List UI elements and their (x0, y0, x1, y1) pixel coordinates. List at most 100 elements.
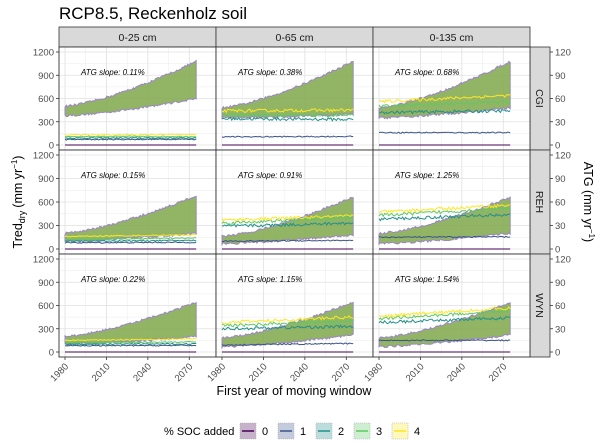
tred-line-soc-3 (378, 99, 511, 108)
x-tick-label: 2040 (131, 361, 154, 384)
atg-band (378, 302, 511, 349)
y-tick-label-right: 30 (555, 221, 566, 232)
y-axis-title-left-main: Tred (11, 223, 25, 248)
panel-grid: 0-25 cm 0-65 cm 0-135 cm CGI REH WYN ATG slope… (58, 26, 551, 358)
tred-line-soc-4 (64, 337, 197, 342)
legend-label: 0 (262, 426, 268, 438)
tred-line-soc-1 (64, 138, 197, 141)
tred-line-soc-2 (378, 213, 511, 222)
tred-line-soc-1 (64, 344, 197, 347)
legend-item-4: 4 (391, 422, 420, 440)
y-tick-label-left: 600 (38, 94, 54, 105)
facet-strip-label: 0-65 cm (276, 32, 314, 44)
y-tick-label-right: 30 (555, 324, 566, 335)
y-tick-label-left: 300 (38, 324, 54, 335)
y-tick-label-left: 0 (49, 141, 54, 152)
y-tick-label-left: 0 (49, 245, 54, 256)
y-tick-label-left: 300 (38, 117, 54, 128)
y-axis-title-right: ATG (mm yr−1) (581, 162, 596, 242)
atg-slope-annotation: ATG slope: 0.22% (80, 275, 145, 284)
x-tick-label: 2040 (288, 361, 311, 384)
atg-slope-annotation: ATG slope: 1.54% (394, 275, 459, 284)
tred-line-soc-1 (378, 235, 511, 239)
tred-line-soc-4 (64, 233, 197, 238)
y-axis-title-left: Treddry (mm yr−1) (10, 156, 27, 249)
tred-line-soc-3 (221, 112, 354, 118)
tred-line-soc-1 (64, 241, 197, 244)
legend: % SOC added 0 1 2 3 4 (164, 422, 420, 440)
y-tick-label-left: 300 (38, 221, 54, 232)
legend-item-3: 3 (353, 422, 382, 440)
legend-title: % SOC added (164, 426, 234, 438)
y-tick-label-left: 900 (38, 174, 54, 185)
y-tick-label-right: 90 (555, 278, 566, 289)
tred-line-soc-3 (221, 215, 354, 225)
facet-strip-label: 0-25 cm (119, 32, 157, 44)
tred-line-soc-1 (378, 131, 511, 134)
y-axis-title-left-sup: −1 (10, 159, 19, 169)
panel-REH-0-25cm: ATG slope: 0.15% (58, 149, 217, 255)
chart-title: RCP8.5, Reckenholz soil (59, 4, 247, 23)
panel-CGI-0-135cm: ATG slope: 0.68% (372, 46, 531, 151)
tred-line-soc-1 (221, 342, 354, 347)
y-axis-title-right-sup: −1 (587, 229, 596, 239)
legend-label: 2 (338, 426, 344, 438)
tred-line-soc-2 (378, 109, 511, 115)
tred-line-soc-4 (221, 315, 354, 325)
panel-WYN-0-135cm: ATG slope: 1.54% (372, 253, 531, 358)
tred-line-soc-1 (221, 135, 354, 138)
x-tick-label: 2010 (247, 361, 270, 384)
x-axis-title: First year of moving window (217, 384, 373, 398)
tred-line-soc-4 (221, 108, 354, 114)
panel-CGI-0-65cm: ATG slope: 0.38% (215, 46, 374, 151)
y-tick-label-left: 1200 (33, 151, 54, 162)
atg-band (221, 61, 354, 120)
atg-slope-annotation: ATG slope: 0.38% (237, 68, 302, 77)
tred-line-soc-4 (378, 203, 511, 215)
facet-strip-label: WYN (533, 293, 545, 318)
tred-line-soc-3 (64, 340, 197, 344)
panel-border (372, 253, 531, 358)
facet-strip-label: 0-135 cm (430, 32, 474, 44)
y-axis-title-left-unit: (mm yr (11, 169, 25, 208)
y-tick-label-right: 120 (555, 255, 571, 266)
tred-line-soc-4 (64, 133, 197, 136)
panel-REH-0-135cm: ATG slope: 1.25% (372, 149, 531, 255)
y-tick-label-right: 30 (555, 117, 566, 128)
tred-line-soc-3 (378, 308, 511, 321)
atg-slope-annotation: ATG slope: 0.68% (394, 68, 459, 77)
tred-line-soc-3 (221, 319, 354, 328)
atg-band (221, 197, 354, 247)
x-tick-label: 2070 (173, 361, 196, 384)
y-tick-label-right: 0 (555, 348, 560, 359)
legend-label: 4 (414, 426, 420, 438)
y-tick-label-right: 60 (555, 198, 566, 209)
x-tick-label: 1980 (48, 361, 71, 384)
y-tick-label-right: 0 (555, 245, 560, 256)
y-tick-label-right: 120 (555, 48, 571, 59)
atg-band (64, 59, 197, 118)
tred-line-soc-2 (221, 324, 354, 331)
tred-line-soc-2 (64, 342, 197, 346)
y-tick-label-right: 60 (555, 301, 566, 312)
legend-item-0: 0 (239, 422, 268, 440)
x-tick-label: 1980 (205, 361, 228, 384)
y-tick-label-right: 0 (555, 141, 560, 152)
tred-line-soc-4 (221, 214, 354, 223)
legend-item-2: 2 (315, 422, 344, 440)
legend-label: 1 (300, 426, 306, 438)
y-tick-label-left: 600 (38, 198, 54, 209)
y-tick-label-left: 900 (38, 71, 54, 82)
tred-line-soc-3 (64, 237, 197, 241)
tred-line-soc-1 (378, 339, 511, 342)
tred-line-soc-4 (378, 306, 511, 318)
x-tick-label: 1980 (362, 361, 385, 384)
panel-REH-0-65cm: ATG slope: 0.91% (215, 149, 374, 255)
tred-line-soc-4 (378, 93, 511, 104)
facet-strip-label: CGI (533, 89, 545, 108)
panel-WYN-0-25cm: ATG slope: 0.22% (58, 253, 217, 358)
y-tick-label-right: 60 (555, 94, 566, 105)
tred-line-soc-3 (378, 206, 511, 218)
x-tick-label: 2070 (487, 361, 510, 384)
